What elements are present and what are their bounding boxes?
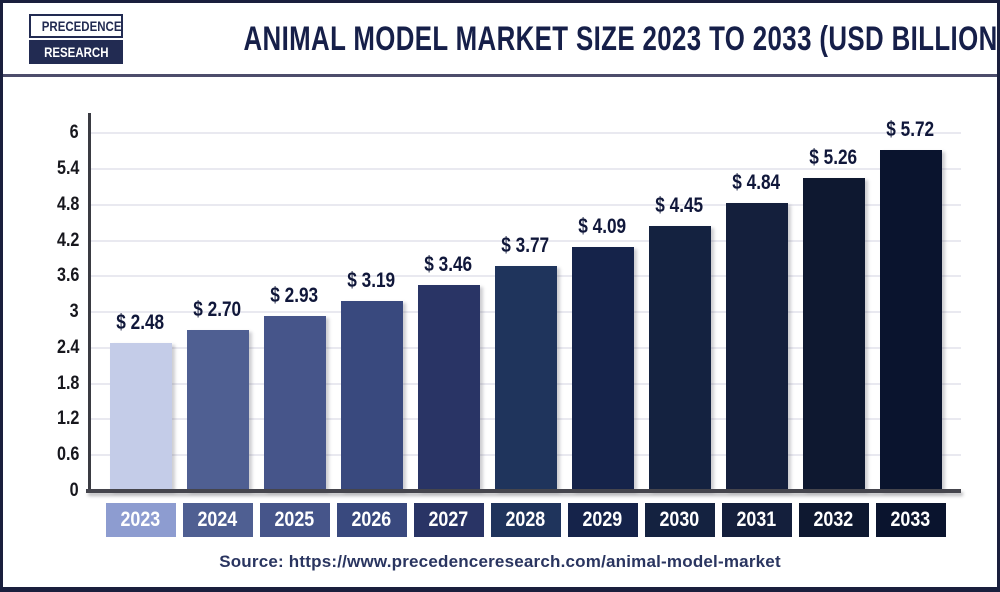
y-axis-tick-label: 1.2 (17, 408, 79, 430)
x-axis-line (86, 489, 961, 493)
x-axis-label-2029: 2029 (567, 503, 638, 537)
y-axis-tick-label: 3.6 (17, 265, 79, 287)
y-axis-tick-text: 4.2 (56, 229, 79, 251)
x-axis-label-2032: 2032 (798, 503, 869, 537)
y-axis-tick-label: 5.4 (17, 158, 79, 180)
bar-2032 (802, 177, 865, 491)
value-label-text: $ 2.70 (193, 298, 242, 322)
x-axis-label-2027: 2027 (413, 503, 484, 537)
bar-2027 (417, 284, 480, 491)
value-label-2023: $ 2.48 (76, 310, 206, 336)
logo-text-top: PRECEDENCE (41, 17, 122, 34)
y-axis-tick-text: 6 (70, 122, 79, 144)
bar-2028 (494, 266, 557, 491)
x-axis-label-text: 2033 (890, 508, 931, 531)
x-axis-label-text: 2024 (197, 508, 238, 531)
value-label-text: $ 4.84 (732, 170, 781, 194)
x-axis-label-2025: 2025 (259, 503, 330, 537)
page-title: ANIMAL MODEL MARKET SIZE 2023 TO 2033 (U… (243, 19, 1000, 58)
source-text: Source: https://www.precedenceresearch.c… (219, 552, 781, 571)
value-label-2028: $ 3.77 (461, 233, 591, 259)
title-area: ANIMAL MODEL MARKET SIZE 2023 TO 2033 (U… (123, 19, 1000, 58)
y-axis-tick-label: 6 (17, 122, 79, 144)
y-axis-tick-text: 0 (70, 480, 79, 501)
value-label-2026: $ 3.19 (307, 268, 437, 294)
x-axis-label-2033: 2033 (875, 503, 946, 537)
y-axis-tick-label: 2.4 (17, 337, 79, 359)
x-axis-label-2031: 2031 (721, 503, 792, 537)
y-axis-tick-text: 2.4 (56, 336, 79, 358)
value-label-text: $ 2.48 (116, 311, 165, 335)
value-label-text: $ 3.19 (347, 268, 396, 292)
value-label-text: $ 2.93 (270, 284, 319, 308)
y-axis-tick-label: 1.8 (17, 373, 79, 395)
x-axis-label-2028: 2028 (490, 503, 561, 537)
x-axis-label-text: 2026 (351, 508, 392, 531)
x-axis-label-text: 2032 (813, 508, 854, 531)
y-axis-tick-label: 3 (17, 301, 79, 323)
value-label-text: $ 3.77 (501, 234, 550, 258)
bar-2031 (725, 202, 788, 491)
x-axis-label-2023: 2023 (105, 503, 176, 537)
logo-text-bottom: RESEARCH (43, 43, 109, 60)
value-label-2025: $ 2.93 (230, 283, 360, 309)
x-axis-label-text: 2027 (428, 508, 469, 531)
bar-2026 (340, 300, 403, 491)
x-axis-label-text: 2030 (659, 508, 700, 531)
y-axis-tick-text: 1.8 (56, 372, 79, 394)
header: PRECEDENCE RESEARCH ANIMAL MODEL MARKET … (3, 3, 997, 77)
source-attribution: Source: https://www.precedenceresearch.c… (3, 552, 997, 572)
y-axis-tick-text: 4.8 (56, 193, 79, 215)
value-label-text: $ 5.26 (809, 145, 858, 169)
value-label-2027: $ 3.46 (384, 252, 514, 278)
value-label-2033: $ 5.72 (846, 117, 976, 143)
bar-2033 (879, 150, 942, 491)
value-label-2024: $ 2.70 (153, 297, 283, 323)
x-axis-label-2030: 2030 (644, 503, 715, 537)
value-label-text: $ 3.46 (424, 252, 473, 276)
y-axis-line (88, 113, 91, 491)
bar-2025 (263, 316, 326, 491)
x-axis-label-text: 2028 (505, 508, 546, 531)
bar-2029 (571, 247, 634, 491)
gridline (91, 203, 961, 206)
y-axis-tick-label: 4.8 (17, 194, 79, 216)
y-axis-tick-label: 0 (17, 480, 79, 502)
value-label-2030: $ 4.45 (615, 193, 745, 219)
x-axis-label-2026: 2026 (336, 503, 407, 537)
gridline (91, 239, 961, 242)
precedence-research-logo: PRECEDENCE RESEARCH (29, 13, 123, 64)
value-label-text: $ 4.45 (655, 193, 704, 217)
gridline (91, 168, 961, 171)
x-axis-label-2024: 2024 (182, 503, 253, 537)
logo-line-precedence: PRECEDENCE (29, 13, 123, 38)
value-label-2029: $ 4.09 (538, 214, 668, 240)
value-label-2032: $ 5.26 (769, 145, 899, 171)
y-axis-tick-text: 5.4 (56, 158, 79, 180)
x-axis-label-text: 2025 (274, 508, 315, 531)
value-label-text: $ 4.09 (578, 215, 627, 239)
x-axis-label-text: 2031 (736, 508, 777, 531)
y-axis-tick-text: 0.6 (56, 444, 79, 466)
y-axis-tick-label: 4.2 (17, 230, 79, 252)
x-axis-label-text: 2029 (582, 508, 623, 531)
bar-2023 (109, 343, 172, 491)
bar-chart: 0 0.6 1.2 1.8 2.4 3 3.6 4.2 4.8 5.4 6 $ 2.48 2023 $ 2… (3, 77, 997, 587)
logo-line-research: RESEARCH (29, 39, 123, 64)
y-axis-tick-text: 3 (70, 301, 79, 323)
bar-2030 (648, 225, 711, 491)
gridline (91, 132, 961, 135)
y-axis-tick-text: 3.6 (56, 265, 79, 287)
bar-2024 (186, 330, 249, 491)
x-axis-label-text: 2023 (120, 508, 161, 531)
y-axis-tick-text: 1.2 (56, 408, 79, 430)
value-label-text: $ 5.72 (886, 118, 935, 142)
y-axis-tick-label: 0.6 (17, 444, 79, 466)
value-label-2031: $ 4.84 (692, 170, 822, 196)
